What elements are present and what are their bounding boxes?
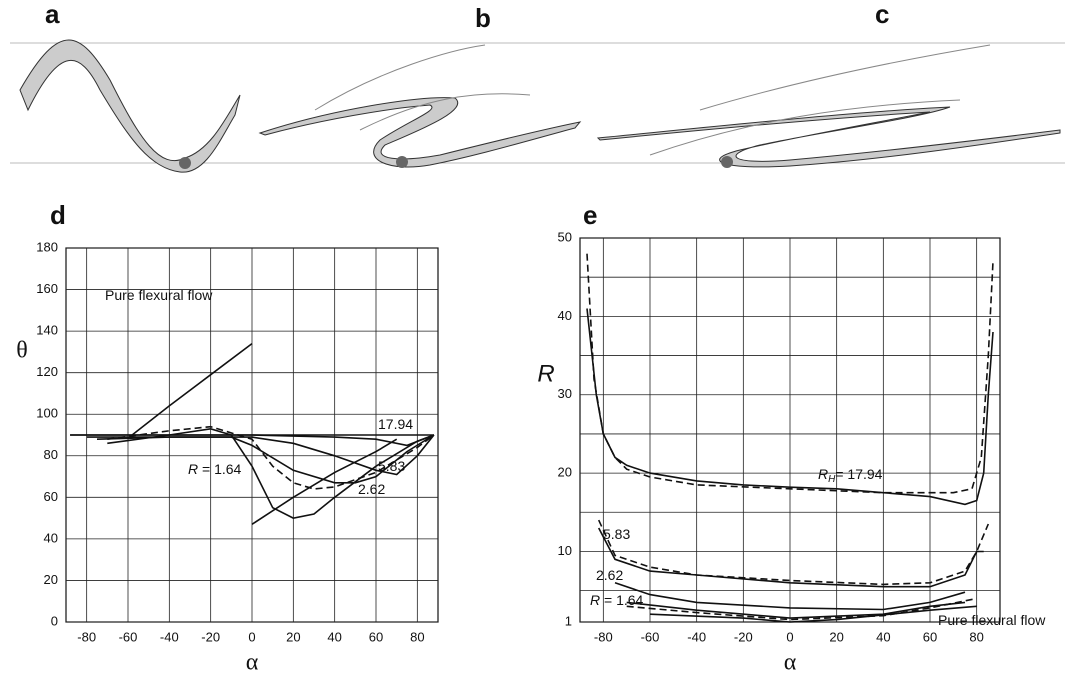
y-axis-title: θ: [16, 338, 28, 364]
x-tick-label: 80: [410, 629, 424, 644]
x-tick-label: -40: [160, 629, 179, 644]
annotation: R = 1.64: [590, 592, 644, 608]
series-line: [251, 438, 398, 525]
annotation-part: R: [188, 461, 198, 477]
annotation: R = 1.64: [188, 461, 242, 477]
x-tick-label: 20: [286, 629, 300, 644]
x-tick-label: -20: [201, 629, 220, 644]
annotation-part: = 1.64: [198, 461, 241, 477]
y-tick-label: 0: [51, 613, 58, 628]
annotation: RH= 17.94: [818, 466, 883, 485]
y-tick-label: 20: [44, 572, 58, 587]
fold-trace: [314, 44, 531, 131]
y-tick-label: 30: [558, 386, 572, 401]
x-tick-label: 0: [786, 629, 793, 644]
series-line: [586, 253, 994, 494]
annotation-part: R: [590, 592, 600, 608]
y-tick-label: 1: [565, 613, 572, 628]
annotation-part: 17.94: [378, 416, 413, 432]
y-tick-label: 160: [36, 281, 58, 296]
series-line: [107, 425, 435, 490]
x-tick-label: 60: [369, 629, 383, 644]
fold-trace: [649, 44, 991, 156]
panel-label: e: [583, 200, 597, 230]
y-tick-label: 60: [44, 489, 58, 504]
x-tick-label: 40: [327, 629, 341, 644]
x-axis-title: α: [246, 650, 259, 676]
series-line: [131, 342, 253, 436]
y-tick-label: 180: [36, 239, 58, 254]
annotation-part: Pure flexural flow: [105, 287, 213, 303]
y-tick-label: 80: [44, 447, 58, 462]
annotation-part: 5.83: [378, 458, 405, 474]
x-tick-label: 0: [248, 629, 255, 644]
x-tick-label: -40: [687, 629, 706, 644]
y-tick-label: 10: [558, 543, 572, 558]
annotation-part: R: [818, 466, 828, 482]
series-line: [597, 519, 990, 586]
series-line: [649, 605, 977, 623]
x-tick-label: 80: [969, 629, 983, 644]
annotation: 2.62: [596, 567, 623, 583]
y-axis-title: R: [537, 360, 554, 387]
panel-label: a: [45, 0, 60, 29]
folded-layer-b: [258, 97, 582, 168]
y-tick-label: 40: [44, 530, 58, 545]
x-tick-label: -80: [594, 629, 613, 644]
panel-label: b: [475, 3, 491, 33]
y-tick-label: 140: [36, 323, 58, 338]
x-tick-label: -80: [77, 629, 96, 644]
annotation: 5.83: [378, 458, 405, 474]
series-line: [626, 601, 966, 619]
series-line: [597, 527, 984, 588]
hinge-point: [396, 156, 408, 168]
annotation-part: 2.62: [596, 567, 623, 583]
x-tick-label: -60: [641, 629, 660, 644]
series-line: [70, 434, 435, 447]
y-tick-label: 100: [36, 406, 58, 421]
annotation: 5.83: [603, 526, 630, 542]
x-tick-label: 40: [876, 629, 890, 644]
annotation: Pure flexural flow: [938, 612, 1046, 628]
x-tick-label: -20: [734, 629, 753, 644]
series-line: [626, 597, 977, 621]
annotation-part: 2.62: [358, 481, 385, 497]
y-tick-label: 20: [558, 465, 572, 480]
x-tick-label: 60: [923, 629, 937, 644]
annotation: 2.62: [358, 481, 385, 497]
annotation: 17.94: [378, 416, 413, 432]
annotation-part: H: [828, 474, 836, 485]
folded-layer-a: [19, 39, 241, 173]
series-line: [107, 427, 435, 519]
panel-label: c: [875, 0, 889, 29]
hinge-point: [179, 157, 191, 169]
annotation-part: = 17.94: [835, 466, 882, 482]
hinge-point: [721, 156, 733, 168]
top-diagrams: [10, 39, 1065, 173]
annotation-part: 5.83: [603, 526, 630, 542]
y-tick-label: 120: [36, 364, 58, 379]
panel-label: d: [50, 200, 66, 230]
annotation-part: Pure flexural flow: [938, 612, 1046, 628]
x-tick-label: -60: [119, 629, 138, 644]
series-line: [86, 434, 435, 476]
annotation-part: = 1.64: [600, 592, 643, 608]
folded-layer-c: [596, 106, 1061, 168]
x-tick-label: 20: [829, 629, 843, 644]
annotation: Pure flexural flow: [105, 287, 213, 303]
series-line: [614, 582, 966, 611]
y-tick-label: 40: [558, 308, 572, 323]
x-axis-title: α: [784, 650, 797, 676]
y-tick-label: 50: [558, 229, 572, 244]
